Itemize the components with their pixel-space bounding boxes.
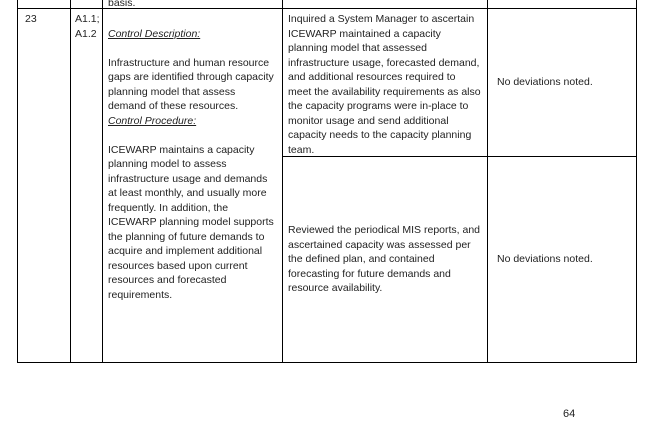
- test-result-cell: No deviations noted.: [488, 9, 636, 157]
- control-description-text: Infrastructure and human resource gaps a…: [108, 56, 274, 113]
- test-result-text: No deviations noted.: [497, 253, 593, 266]
- control-description-heading: Control Description:: [108, 27, 201, 40]
- clipped-text: basis.: [108, 0, 136, 9]
- partial-row-result-cell: [488, 0, 636, 9]
- test-procedure-text: Inquired a System Manager to ascertain I…: [288, 13, 481, 156]
- criteria-cell: A1.1; A1.2: [71, 9, 103, 362]
- criteria-line: A1.1;: [75, 13, 100, 25]
- partial-row-criteria-cell: [71, 0, 103, 9]
- control-procedure-heading: Control Procedure:: [108, 114, 197, 127]
- partial-row-test-cell: [283, 0, 488, 9]
- test-procedure-text: Reviewed the periodical MIS reports, and…: [288, 224, 481, 295]
- control-id-cell: 23: [18, 9, 71, 362]
- control-description-cell: Control Description: Infrastructure and …: [103, 9, 283, 362]
- control-procedure-text: ICEWARP maintains a capacity planning mo…: [108, 143, 274, 301]
- control-id: 23: [25, 13, 37, 25]
- test-result-cell: No deviations noted.: [488, 157, 636, 362]
- test-procedure-cell: Inquired a System Manager to ascertain I…: [283, 9, 488, 157]
- test-result-text: No deviations noted.: [497, 76, 593, 89]
- criteria-line: A1.2: [75, 27, 97, 40]
- page-number: 64: [563, 408, 576, 420]
- test-procedure-cell: Reviewed the periodical MIS reports, and…: [283, 157, 488, 362]
- partial-row-id-cell: [18, 0, 71, 9]
- partial-row-description-cell: basis.: [103, 0, 283, 9]
- controls-table: basis. 23 A1.1; A1.2 Control Description…: [17, 0, 637, 363]
